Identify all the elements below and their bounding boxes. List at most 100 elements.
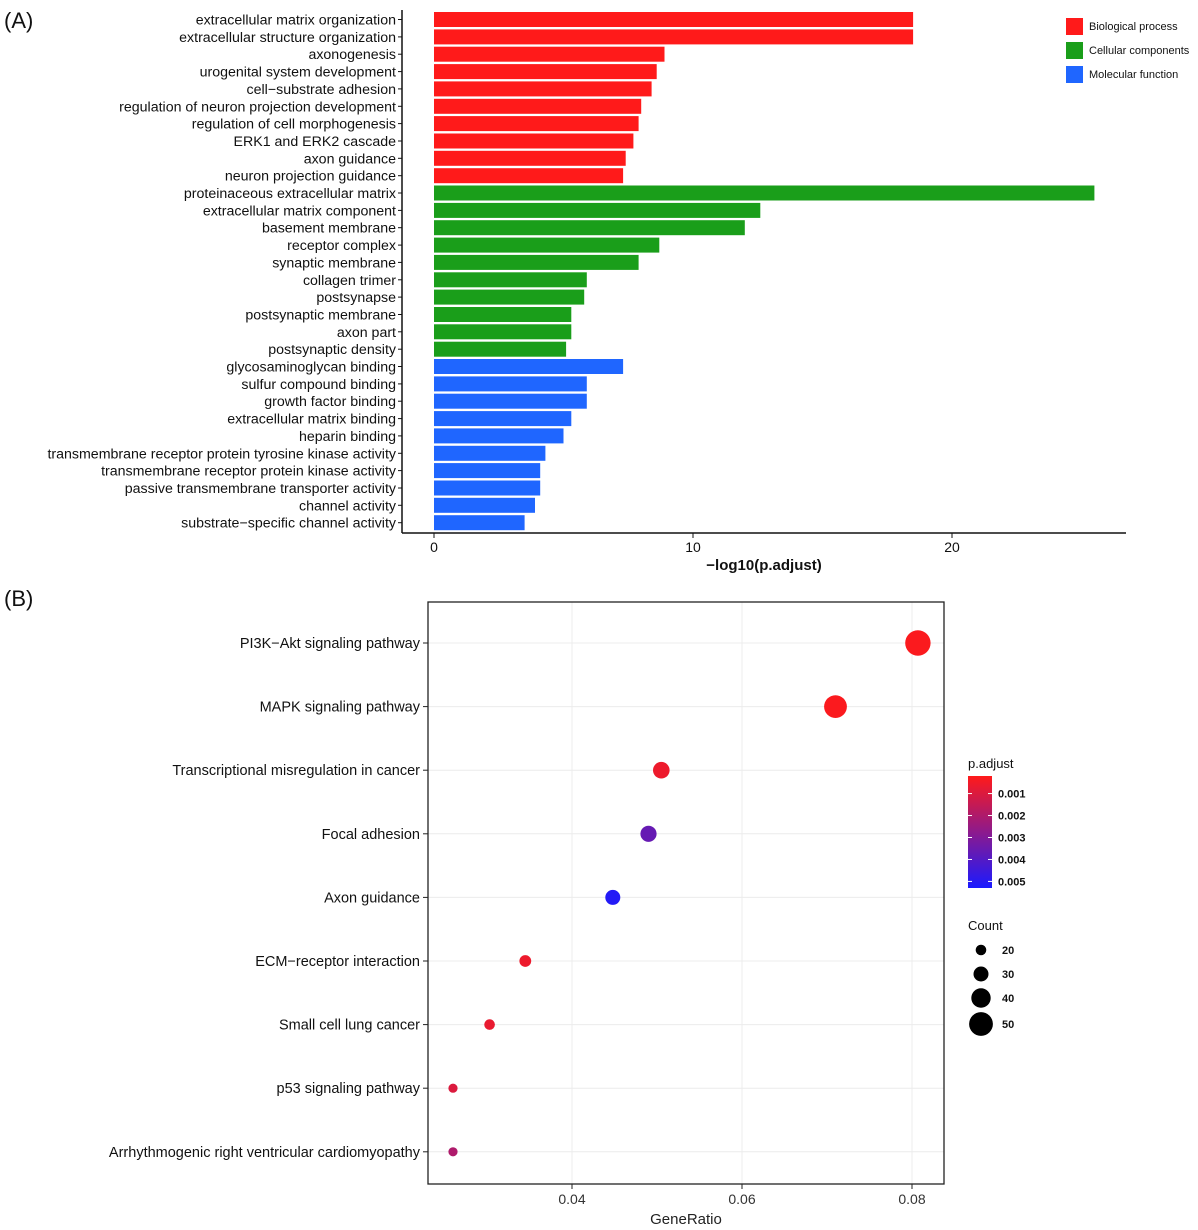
size-legend-label: 30 — [1002, 969, 1014, 981]
size-legend-label: 50 — [1002, 1019, 1014, 1031]
category-label: Axon guidance — [324, 890, 420, 906]
x-tick-label: 0 — [430, 539, 438, 555]
size-legend-circle — [971, 988, 991, 1008]
category-label: growth factor binding — [264, 394, 396, 410]
bar — [434, 324, 572, 340]
panel-b-size-legend: Count 20 30 40 50 — [968, 918, 1014, 1036]
panel-b-color-legend: p.adjust 0.001 0.002 0.003 0.004 0.005 — [968, 756, 1026, 888]
color-tick-label: 0.004 — [998, 854, 1026, 866]
category-label: substrate−specific channel activity — [181, 516, 397, 532]
color-legend-title: p.adjust — [968, 756, 1014, 771]
panel-a-label: (A) — [4, 8, 33, 33]
bar — [434, 515, 525, 531]
panel-a-x-axis-title: −log10(p.adjust) — [706, 557, 821, 574]
bar — [434, 81, 652, 97]
panel-a-bars — [434, 12, 1095, 531]
data-point — [448, 1083, 458, 1093]
bar — [434, 185, 1095, 201]
category-label: transmembrane receptor protein tyrosine … — [47, 446, 396, 462]
bar — [434, 202, 761, 218]
panel-a-x-ticks: 0 10 20 — [430, 533, 960, 555]
category-label: Arrhythmogenic right ventricular cardiom… — [109, 1145, 421, 1161]
bar — [434, 29, 914, 45]
legend-label: Cellular components — [1089, 45, 1190, 57]
data-point — [640, 825, 657, 842]
legend-swatch — [1066, 42, 1083, 59]
color-tick-label: 0.005 — [998, 876, 1026, 888]
size-legend-circle — [969, 1012, 993, 1036]
bar — [434, 272, 587, 288]
category-label: cell−substrate adhesion — [247, 82, 396, 98]
data-point — [653, 761, 670, 779]
panel-b-x-ticks: 0.04 0.06 0.08 — [558, 1184, 926, 1207]
x-tick-label: 0.04 — [558, 1191, 585, 1207]
data-point — [519, 955, 532, 967]
category-label: extracellular matrix organization — [196, 13, 396, 29]
category-label: regulation of cell morphogenesis — [192, 117, 396, 133]
panel-b-label: (B) — [4, 586, 33, 611]
panel-b-points — [448, 630, 931, 1157]
category-label: MAPK signaling pathway — [260, 700, 421, 716]
legend-swatch — [1066, 66, 1083, 83]
category-label: heparin binding — [299, 429, 396, 445]
color-tick-label: 0.003 — [998, 832, 1026, 844]
category-label: synaptic membrane — [272, 255, 396, 271]
data-point — [824, 695, 847, 718]
data-point — [905, 630, 931, 656]
bar — [434, 480, 541, 496]
bar — [434, 411, 572, 427]
category-label: collagen trimer — [303, 273, 396, 289]
bar — [434, 116, 639, 132]
category-label: passive transmembrane transporter activi… — [125, 481, 397, 497]
category-label: postsynaptic density — [268, 342, 397, 358]
bar — [434, 445, 546, 461]
bar — [434, 428, 564, 444]
category-label: channel activity — [299, 498, 397, 514]
bar — [434, 341, 567, 357]
size-legend-label: 40 — [1002, 993, 1014, 1005]
bar — [434, 359, 624, 374]
x-tick-label: 10 — [685, 539, 701, 555]
category-label: p53 signaling pathway — [277, 1081, 421, 1097]
category-label: ECM−receptor interaction — [255, 954, 420, 970]
bar — [434, 289, 585, 305]
category-label: Small cell lung cancer — [279, 1018, 420, 1034]
color-legend-bar — [968, 776, 992, 888]
bar — [434, 46, 665, 62]
bar — [434, 133, 634, 149]
category-label: extracellular structure organization — [179, 30, 396, 46]
panel-b-plot-frame — [427, 601, 945, 1185]
category-label: ERK1 and ERK2 cascade — [234, 134, 397, 150]
bar — [434, 463, 541, 479]
category-label: axon guidance — [304, 151, 396, 167]
bar — [434, 150, 626, 166]
category-label: regulation of neuron projection developm… — [119, 99, 396, 115]
size-legend-label: 20 — [1002, 945, 1014, 957]
panel-a-category-labels: extracellular matrix organizationextrace… — [47, 13, 402, 532]
category-label: PI3K−Akt signaling pathway — [240, 636, 421, 652]
panel-b-category-labels: PI3K−Akt signaling pathway MAPK signaling… — [109, 636, 428, 1161]
legend-label: Molecular function — [1089, 69, 1178, 81]
panel-b-gridlines — [428, 602, 944, 1184]
category-label: receptor complex — [287, 238, 396, 254]
category-label: basement membrane — [262, 221, 396, 237]
category-label: neuron projection guidance — [225, 169, 396, 185]
category-label: glycosaminoglycan binding — [226, 360, 396, 376]
data-point — [484, 1019, 495, 1030]
data-point — [605, 889, 621, 905]
size-legend-circle — [975, 944, 987, 956]
x-tick-label: 20 — [944, 539, 960, 555]
category-label: postsynapse — [316, 290, 396, 306]
category-label: transmembrane receptor protein kinase ac… — [101, 464, 397, 480]
bar — [434, 64, 657, 80]
color-tick-label: 0.001 — [998, 789, 1026, 801]
legend-swatch — [1066, 18, 1083, 35]
data-point — [448, 1147, 458, 1157]
bar — [434, 98, 642, 114]
bar — [434, 393, 587, 409]
category-label: Transcriptional misregulation in cancer — [172, 763, 420, 779]
category-label: Focal adhesion — [322, 827, 420, 843]
panel-b-x-axis-title: GeneRatio — [650, 1211, 722, 1228]
color-tick-label: 0.002 — [998, 811, 1026, 823]
